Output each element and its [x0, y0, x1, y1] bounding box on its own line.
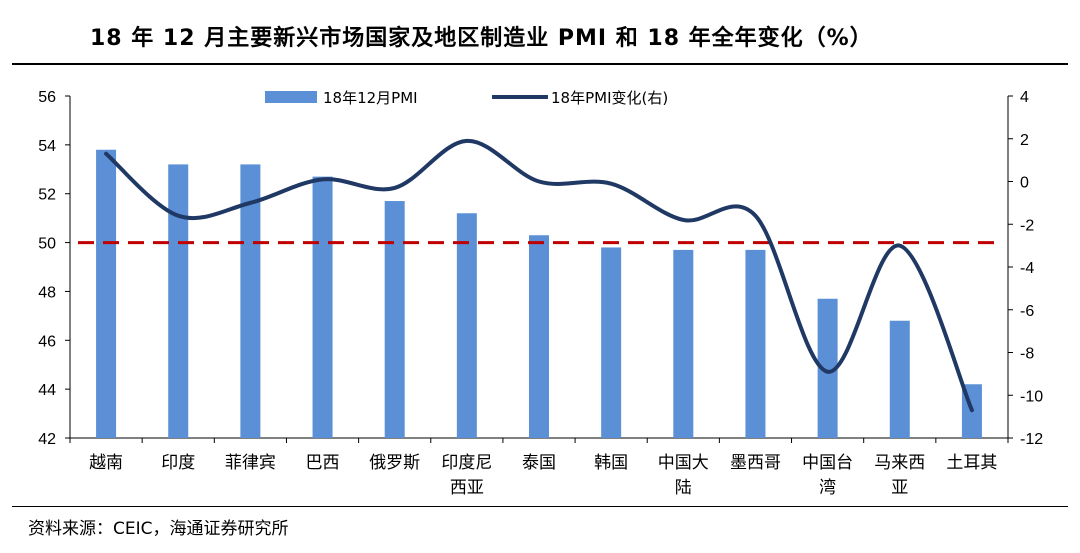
source-divider — [12, 506, 1068, 507]
category-label: 陆 — [675, 478, 692, 498]
pmi-bar — [240, 164, 261, 438]
category-label: 印度 — [161, 453, 195, 473]
category-label: 湾 — [819, 478, 836, 498]
category-label: 马来西 — [874, 453, 925, 473]
right-tick-label: -2 — [1020, 217, 1034, 234]
right-tick-label: -12 — [1020, 431, 1043, 448]
right-tick-label: 0 — [1020, 175, 1029, 192]
pmi-bar — [456, 213, 477, 438]
legend-bar-label: 18年12月PMI — [323, 89, 418, 107]
category-label: 俄罗斯 — [369, 453, 420, 473]
pmi-bar — [817, 298, 838, 438]
left-tick-label: 56 — [38, 89, 56, 106]
category-label: 墨西哥 — [730, 453, 781, 473]
right-tick-label: -6 — [1020, 303, 1034, 320]
pmi-bar — [745, 249, 766, 438]
pmi-bar — [168, 164, 189, 438]
right-tick-label: -4 — [1020, 260, 1034, 277]
left-tick-label: 46 — [38, 333, 56, 350]
right-tick-label: 2 — [1020, 132, 1029, 149]
left-tick-label: 50 — [38, 236, 56, 253]
right-tick-label: -8 — [1020, 346, 1034, 363]
category-label: 亚 — [891, 478, 908, 498]
pmi-bar — [529, 235, 549, 438]
category-label: 巴西 — [306, 453, 340, 473]
pmi-bar — [673, 249, 694, 438]
right-tick-label: -10 — [1020, 388, 1043, 405]
legend-bar-swatch — [265, 91, 317, 103]
category-label: 中国台 — [802, 453, 853, 473]
category-label: 西亚 — [450, 478, 484, 498]
pmi-bar — [601, 247, 622, 438]
category-label: 土耳其 — [946, 453, 997, 473]
title-divider — [12, 63, 1068, 65]
category-label: 韩国 — [594, 453, 628, 473]
left-tick-label: 52 — [38, 187, 56, 204]
category-label: 泰国 — [522, 453, 556, 473]
left-tick-label: 48 — [38, 284, 56, 301]
left-tick-label: 42 — [38, 431, 56, 448]
right-tick-label: 4 — [1020, 89, 1029, 106]
pmi-bar — [96, 149, 117, 438]
category-label: 中国大 — [658, 453, 709, 473]
left-tick-label: 54 — [38, 138, 56, 155]
left-tick-label: 44 — [38, 382, 56, 399]
chart-title: 18 年 12 月主要新兴市场国家及地区制造业 PMI 和 18 年全年变化（%… — [90, 26, 873, 51]
category-label: 越南 — [89, 453, 123, 473]
pmi-bar — [384, 201, 405, 438]
pmi-bar — [312, 176, 333, 438]
pmi-bar — [889, 320, 910, 438]
category-label: 菲律宾 — [225, 453, 276, 473]
pmi-change-line — [104, 138, 974, 413]
source-note: 资料来源：CEIC，海通证券研究所 — [28, 519, 289, 539]
category-label: 印度尼 — [441, 453, 492, 473]
legend-line-label: 18年PMI变化(右) — [551, 89, 668, 107]
